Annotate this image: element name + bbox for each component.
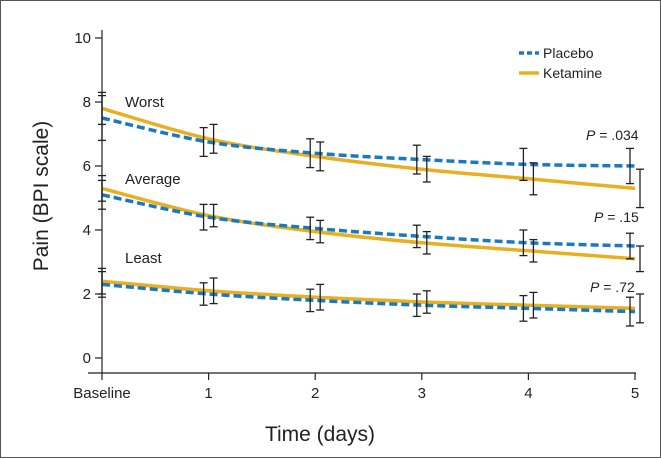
- error-bar: [529, 238, 538, 263]
- error-bar: [636, 293, 644, 324]
- group-label-average: Average: [125, 171, 181, 188]
- error-bar: [636, 245, 644, 273]
- error-bar: [422, 290, 431, 314]
- y-tick-label: 4: [83, 222, 91, 239]
- error-bar: [529, 291, 538, 319]
- series-line-average-ketamine: [101, 186, 636, 261]
- error-bar: [626, 232, 634, 260]
- error-bar: [209, 277, 218, 305]
- error-bar: [209, 203, 218, 228]
- series-line-average-placebo: [101, 193, 636, 248]
- error-bar: [199, 203, 208, 231]
- p-number: = .15: [603, 209, 639, 225]
- x-tick-label: 5: [631, 385, 639, 402]
- series-line-worst-ketamine: [101, 106, 636, 191]
- error-bar: [412, 144, 421, 175]
- p-number: = .72: [599, 279, 635, 295]
- x-axis: Baseline 1 2 3 4 5: [73, 372, 639, 402]
- error-bar: [422, 230, 431, 255]
- errorbar-layer: [98, 91, 644, 327]
- error-bar: [306, 288, 315, 313]
- error-bar: [306, 216, 315, 241]
- error-bar: [412, 293, 421, 318]
- error-bar: [422, 155, 431, 183]
- series-line-least-ketamine: [101, 279, 636, 311]
- group-label-worst: Worst: [125, 94, 165, 111]
- x-axis-title: Time (days): [265, 423, 375, 446]
- legend: Placebo Ketamine: [519, 45, 602, 81]
- x-tick-label: 3: [418, 385, 426, 402]
- y-axis: 0 2 4 6 8 10: [74, 30, 103, 373]
- error-bar: [636, 168, 644, 209]
- error-bar: [306, 138, 315, 169]
- series-layer: [101, 106, 636, 314]
- legend-label-placebo: Placebo: [543, 45, 594, 61]
- error-bar: [519, 229, 528, 257]
- y-tick-label: 2: [83, 286, 91, 303]
- series-line-least-placebo: [101, 282, 636, 314]
- annotation-layer: Worst P = .034 Average P = .15 Least P = .72: [125, 94, 639, 295]
- error-bar: [626, 296, 634, 327]
- error-bar: [199, 282, 208, 306]
- x-tick-label: 4: [524, 385, 532, 402]
- error-bar: [209, 123, 218, 154]
- x-tick-label: 1: [204, 385, 212, 402]
- series-line-worst-placebo: [101, 116, 636, 168]
- p-symbol: P: [590, 279, 600, 295]
- error-bar: [98, 91, 106, 126]
- x-tick-label: 2: [311, 385, 319, 402]
- error-bar: [529, 162, 538, 196]
- x-tick-label: Baseline: [73, 385, 131, 402]
- p-value-average: P = .15: [594, 209, 639, 225]
- y-tick-label: 6: [83, 158, 91, 175]
- legend-label-ketamine: Ketamine: [543, 65, 602, 81]
- p-value-worst: P = .034: [586, 127, 639, 143]
- error-bar: [519, 294, 528, 322]
- error-bar: [98, 174, 106, 202]
- error-bar: [199, 126, 208, 158]
- p-value-least: P = .72: [590, 279, 635, 295]
- error-bar: [316, 283, 325, 311]
- error-bar: [316, 219, 325, 244]
- p-number: = .034: [595, 127, 638, 143]
- p-symbol: P: [594, 209, 604, 225]
- y-tick-label: 10: [74, 30, 91, 47]
- error-bar: [98, 267, 106, 295]
- group-label-least: Least: [125, 250, 163, 267]
- y-tick-label: 8: [83, 94, 91, 111]
- y-axis-title: Pain (BPI scale): [30, 121, 53, 272]
- error-bar: [316, 141, 325, 172]
- error-bar: [412, 224, 421, 249]
- error-bar: [519, 147, 528, 182]
- error-bar: [626, 147, 634, 185]
- y-tick-label: 0: [83, 350, 91, 367]
- p-symbol: P: [586, 127, 596, 143]
